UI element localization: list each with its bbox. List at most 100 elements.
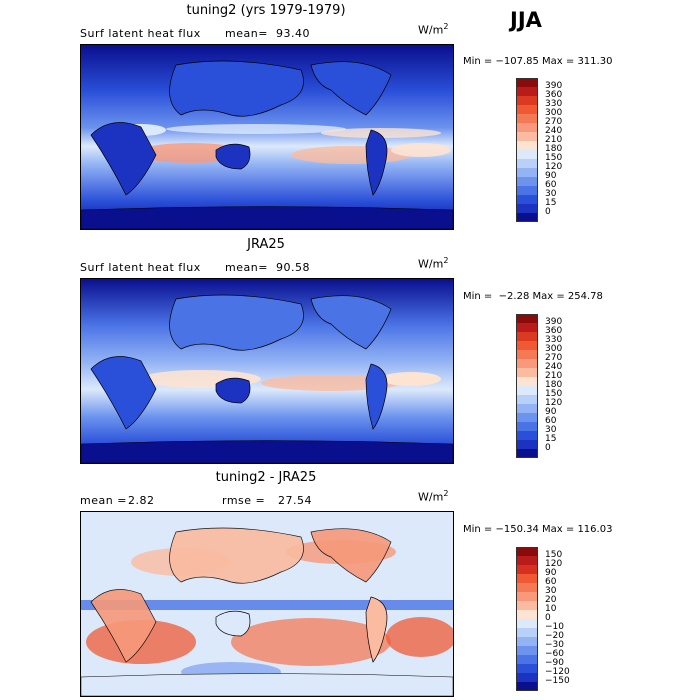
colorbar-swatch xyxy=(516,177,538,186)
colorbar-tick-label: 90 xyxy=(545,407,557,417)
colorbar-swatch xyxy=(516,141,538,150)
panel2-minmax: Min = −2.28 Max = 254.78 xyxy=(463,291,603,302)
panel3-mean-value: 2.82 xyxy=(128,494,155,507)
colorbar-swatch xyxy=(516,150,538,159)
colorbar-swatch xyxy=(516,195,538,204)
colorbar-tick-label: 90 xyxy=(545,171,557,181)
colorbar-tick-label: 150 xyxy=(545,550,563,560)
colorbar-swatch xyxy=(516,601,538,610)
panel3-map xyxy=(80,511,454,697)
colorbar-tick-label: −20 xyxy=(545,631,564,641)
colorbar-swatch xyxy=(516,440,538,449)
colorbar-swatch xyxy=(516,323,538,332)
colorbar-swatch xyxy=(516,386,538,395)
colorbar-swatch xyxy=(516,213,538,222)
panel2-unit: W/m2 xyxy=(418,256,449,271)
colorbar-swatch xyxy=(516,556,538,565)
colorbar-swatch xyxy=(516,168,538,177)
colorbar-swatch xyxy=(516,637,538,646)
colorbar-swatch xyxy=(516,359,538,368)
panel2-map xyxy=(80,278,454,464)
colorbar-swatch xyxy=(516,186,538,195)
colorbar-tick-label: 20 xyxy=(545,595,557,605)
colorbar-tick-label: 15 xyxy=(545,434,557,444)
panel1-mean-label: mean= xyxy=(225,27,268,40)
colorbar-tick-label: 180 xyxy=(545,144,563,154)
colorbar-swatch xyxy=(516,673,538,682)
colorbar-tick-label: 120 xyxy=(545,162,563,172)
colorbar-swatch xyxy=(516,404,538,413)
panel1-minmax: Min = −107.85 Max = 311.30 xyxy=(463,56,613,67)
colorbar-tick-label: 240 xyxy=(545,126,563,136)
colorbar-swatch xyxy=(516,583,538,592)
panel3-unit: W/m2 xyxy=(418,489,449,504)
panel2-title: JRA25 xyxy=(247,237,285,252)
panel1-mean-value: 93.40 xyxy=(276,27,310,40)
colorbar-swatch xyxy=(516,332,538,341)
colorbar-tick-label: 30 xyxy=(545,425,557,435)
colorbar-tick-label: 60 xyxy=(545,416,557,426)
colorbar-swatch xyxy=(516,78,538,87)
colorbar-swatch xyxy=(516,431,538,440)
colorbar-swatch xyxy=(516,655,538,664)
panel3-title: tuning2 - JRA25 xyxy=(215,470,317,485)
colorbar-swatch xyxy=(516,610,538,619)
panel3-map-field xyxy=(81,512,453,696)
colorbar-tick-label: 15 xyxy=(545,198,557,208)
panel2-mean-label: mean= xyxy=(225,261,268,274)
panel1-title: tuning2 (yrs 1979-1979) xyxy=(186,3,346,18)
colorbar-tick-label: 120 xyxy=(545,398,563,408)
colorbar-tick-label: 300 xyxy=(545,108,563,118)
colorbar-swatch xyxy=(516,350,538,359)
colorbar-tick-label: −90 xyxy=(545,658,564,668)
colorbar-swatch xyxy=(516,114,538,123)
colorbar-swatch xyxy=(516,314,538,323)
colorbar-tick-label: −60 xyxy=(545,649,564,659)
colorbar-tick-label: 240 xyxy=(545,362,563,372)
colorbar-tick-label: 210 xyxy=(545,371,563,381)
colorbar-tick-label: 10 xyxy=(545,604,557,614)
colorbar-tick-label: −30 xyxy=(545,640,564,650)
colorbar-tick-label: 120 xyxy=(545,559,563,569)
colorbar-tick-label: 270 xyxy=(545,353,563,363)
colorbar-tick-label: −120 xyxy=(545,667,570,677)
panel3-rmse-value: 27.54 xyxy=(278,494,312,507)
colorbar-tick-label: 150 xyxy=(545,389,563,399)
panel1-map xyxy=(80,44,454,230)
colorbar-swatch xyxy=(516,449,538,458)
colorbar-tick-label: 150 xyxy=(545,153,563,163)
colorbar-swatch xyxy=(516,395,538,404)
colorbar-tick-label: 90 xyxy=(545,568,557,578)
colorbar-tick-label: 210 xyxy=(545,135,563,145)
panel2-variable-label: Surf latent heat flux xyxy=(80,261,201,274)
panel1-variable-label: Surf latent heat flux xyxy=(80,27,201,40)
colorbar-tick-label: 330 xyxy=(545,99,563,109)
colorbar-swatch xyxy=(516,628,538,637)
colorbar-tick-label: −150 xyxy=(545,676,570,686)
colorbar-swatch xyxy=(516,87,538,96)
panel3-minmax: Min = −150.34 Max = 116.03 xyxy=(463,524,613,535)
colorbar-tick-label: 180 xyxy=(545,380,563,390)
colorbar-swatch xyxy=(516,422,538,431)
panel2-map-field xyxy=(81,279,453,463)
colorbar-swatch xyxy=(516,646,538,655)
colorbar-tick-label: 270 xyxy=(545,117,563,127)
colorbar-swatch xyxy=(516,105,538,114)
colorbar-swatch xyxy=(516,619,538,628)
colorbar-swatch xyxy=(516,132,538,141)
colorbar-tick-label: 30 xyxy=(545,586,557,596)
season-label: JJA xyxy=(510,8,542,32)
colorbar-swatch xyxy=(516,574,538,583)
panel1-map-field xyxy=(81,45,453,229)
panel3-mean-label: mean = xyxy=(80,494,127,507)
panel1-unit: W/m2 xyxy=(418,22,449,37)
colorbar-swatch xyxy=(516,547,538,556)
colorbar-tick-label: 390 xyxy=(545,317,563,327)
colorbar-swatch xyxy=(516,377,538,386)
colorbar-tick-label: 60 xyxy=(545,180,557,190)
colorbar-tick-label: 0 xyxy=(545,613,551,623)
colorbar-tick-label: 360 xyxy=(545,90,563,100)
colorbar-swatch xyxy=(516,565,538,574)
colorbar-tick-label: 0 xyxy=(545,443,551,453)
colorbar-tick-label: 390 xyxy=(545,81,563,91)
